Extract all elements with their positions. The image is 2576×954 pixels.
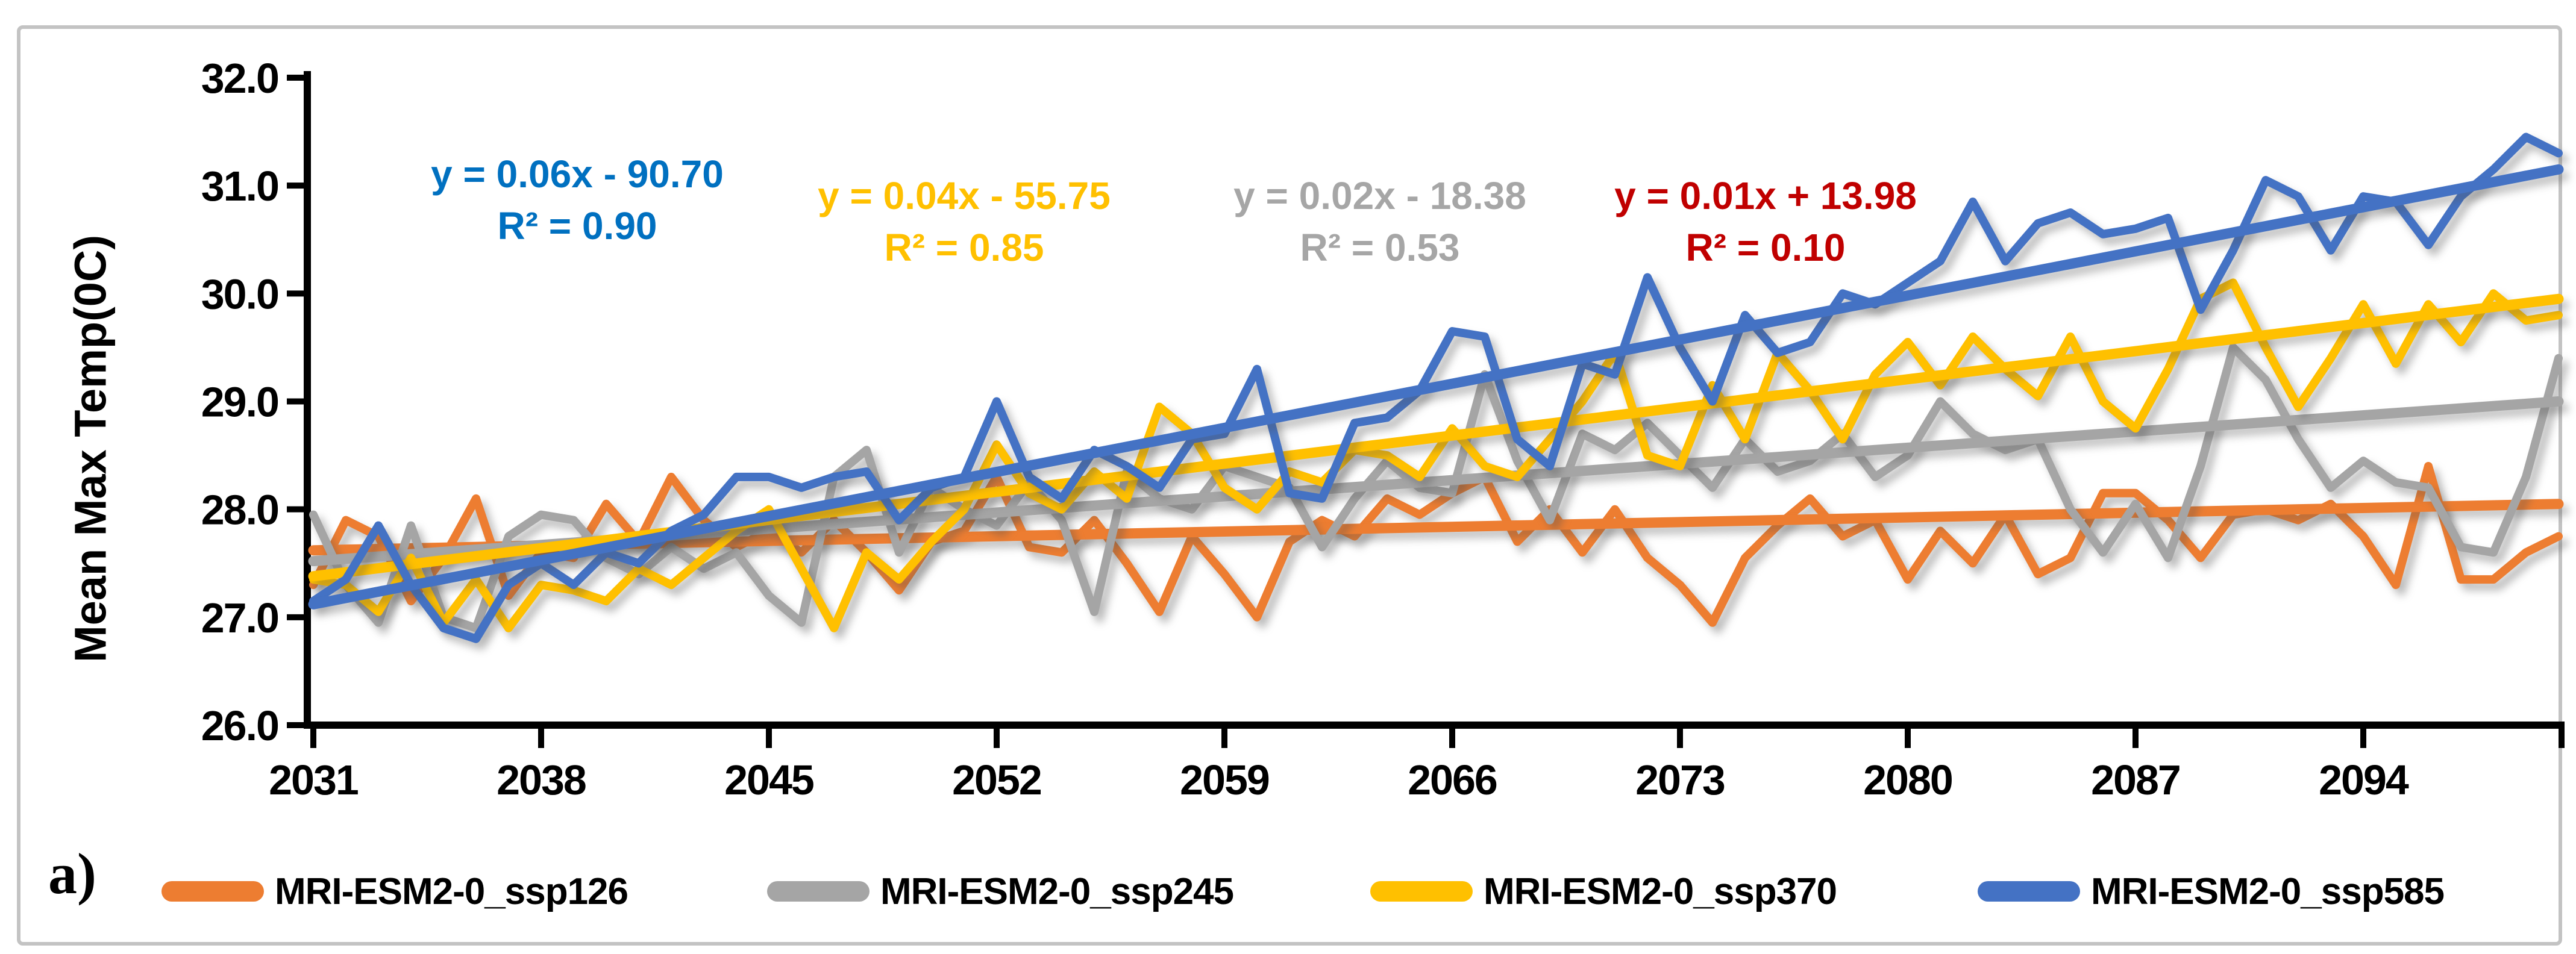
x-tick-label: 2052 <box>952 756 1041 803</box>
x-tick-label: 2080 <box>1863 756 1952 803</box>
legend-swatch-ssp245 <box>767 881 870 902</box>
equation-r2: R² = 0.10 <box>1685 226 1846 269</box>
trend-equation-ssp245: y = 0.02x - 18.38 R² = 0.53 <box>1233 170 1526 273</box>
series-line-ssp585 <box>309 132 2563 643</box>
legend-label-ssp126: MRI-ESM2-0_ssp126 <box>275 870 628 912</box>
legend: MRI-ESM2-0_ssp126 MRI-ESM2-0_ssp245 MRI-… <box>0 868 2576 917</box>
y-tick-label: 30.0 <box>201 270 278 317</box>
y-axis-title: Mean Max Temp(0C) <box>65 235 116 662</box>
equation-r2: R² = 0.85 <box>884 226 1044 269</box>
legend-label-ssp245: MRI-ESM2-0_ssp245 <box>880 870 1234 912</box>
equation-r2: R² = 0.90 <box>497 204 657 248</box>
x-tick-label: 2038 <box>497 756 586 803</box>
legend-label-ssp585: MRI-ESM2-0_ssp585 <box>2091 870 2445 912</box>
legend-swatch-ssp370 <box>1370 881 1473 902</box>
equation-line: y = 0.06x - 90.70 <box>431 152 724 196</box>
x-tick-label: 2045 <box>724 756 813 803</box>
trend-equation-ssp126: y = 0.01x + 13.98 R² = 0.10 <box>1614 170 1917 273</box>
y-tick-label: 28.0 <box>201 487 278 534</box>
x-tick-label: 2066 <box>1408 756 1497 803</box>
figure-border <box>17 25 2562 946</box>
x-tick-label: 2073 <box>1635 756 1725 803</box>
y-tick-label: 32.0 <box>201 55 278 102</box>
x-tick-label: 2031 <box>269 756 358 803</box>
x-tick-label: 2094 <box>2319 756 2409 803</box>
equation-line: y = 0.02x - 18.38 <box>1233 174 1526 217</box>
y-tick-label: 26.0 <box>201 702 278 749</box>
legend-item-ssp126: MRI-ESM2-0_ssp126 <box>161 868 628 914</box>
y-tick-label: 27.0 <box>201 594 278 641</box>
equation-r2: R² = 0.53 <box>1300 226 1460 269</box>
equation-line: y = 0.04x - 55.75 <box>818 174 1111 217</box>
trend-line-ssp585 <box>308 164 2564 610</box>
legend-swatch-ssp585 <box>1978 881 2080 902</box>
trend-equation-ssp585: y = 0.06x - 90.70 R² = 0.90 <box>431 148 724 252</box>
panel-label: a) <box>48 841 96 906</box>
series-line-ssp370 <box>309 278 2563 632</box>
equation-line: y = 0.01x + 13.98 <box>1614 174 1917 217</box>
trend-equation-ssp370: y = 0.04x - 55.75 R² = 0.85 <box>818 170 1111 273</box>
legend-item-ssp585: MRI-ESM2-0_ssp585 <box>1978 868 2445 914</box>
legend-item-ssp370: MRI-ESM2-0_ssp370 <box>1370 868 1837 914</box>
legend-label-ssp370: MRI-ESM2-0_ssp370 <box>1484 870 1837 912</box>
series-line-ssp245 <box>309 343 2563 632</box>
x-tick-label: 2059 <box>1180 756 1269 803</box>
y-tick-label: 29.0 <box>201 379 278 426</box>
series-line-ssp126 <box>309 462 2563 627</box>
legend-item-ssp245: MRI-ESM2-0_ssp245 <box>767 868 1234 914</box>
x-tick-label: 2087 <box>2091 756 2180 803</box>
legend-swatch-ssp126 <box>161 881 264 902</box>
y-tick-label: 31.0 <box>201 163 278 210</box>
